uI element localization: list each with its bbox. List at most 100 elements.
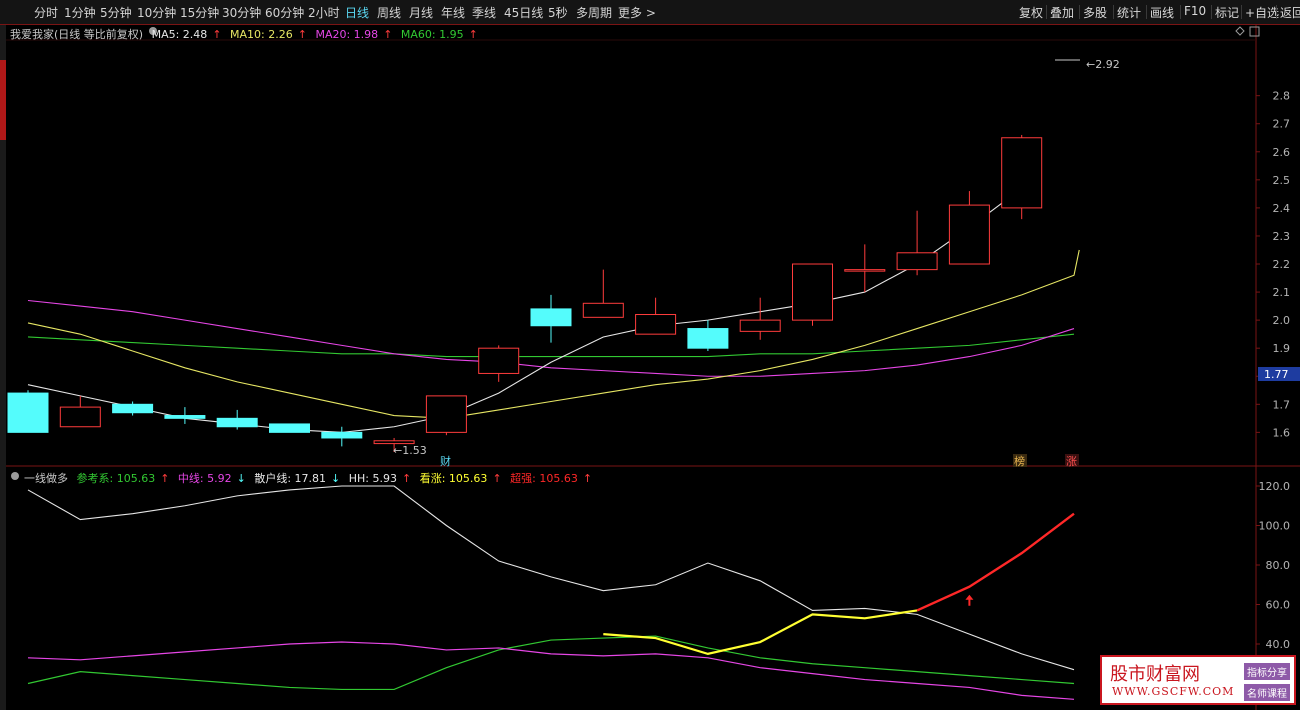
y-tick-label: 2.8 <box>1273 90 1291 103</box>
period-tab-0[interactable]: 分时 <box>34 6 59 20</box>
bull-label: 看涨: 105.63 ↑ <box>419 472 502 485</box>
candle-body <box>216 417 258 428</box>
left-side-strip[interactable] <box>0 25 6 710</box>
candle-body <box>269 423 310 433</box>
zhang-marker: 涨 <box>1066 455 1077 468</box>
ma60-label: MA60: 1.95 ↑ <box>400 28 478 41</box>
period-tab-5[interactable]: 30分钟 <box>222 6 262 20</box>
watermark-title: 股市财富网 <box>1110 664 1200 685</box>
candle-body <box>164 415 206 419</box>
candle-body <box>373 440 415 445</box>
candle-body <box>948 204 990 265</box>
ma10-line <box>27 249 1080 419</box>
period-tab-3[interactable]: 10分钟 <box>137 6 177 20</box>
sub-legend: 一线做多 参考系: 105.63 ↑ 中线: 5.92 ↓ 散户线: 17.81 ↓ … <box>24 470 597 486</box>
period-tab-16[interactable]: 更多 > <box>618 6 656 20</box>
ma5-line <box>27 187 1023 433</box>
zhang-marker-bg <box>1065 454 1079 467</box>
toolbar-separator <box>1146 5 1147 19</box>
candle-body <box>582 302 624 318</box>
sub-y-tick-label: 120.0 <box>1259 480 1291 493</box>
mid-line <box>27 641 1075 700</box>
toolbar-separator <box>1180 5 1181 19</box>
toolbar-separator <box>1046 5 1047 19</box>
sub-y-tick-label: 40.0 <box>1266 638 1291 651</box>
period-tab-15[interactable]: 多周期 <box>576 6 613 20</box>
toolbar-separator <box>1276 5 1277 19</box>
bull-line <box>603 609 918 656</box>
bang-marker: 榜 <box>1014 454 1025 468</box>
candle-body <box>478 347 520 374</box>
strong-label: 超强: 105.63 ↑ <box>510 472 593 485</box>
candle-body <box>635 314 677 335</box>
toolbar-separator <box>1079 5 1080 19</box>
y-tick-label: 1.7 <box>1273 398 1291 411</box>
settings-dot-icon[interactable] <box>149 27 157 35</box>
period-tab-4[interactable]: 15分钟 <box>180 6 220 20</box>
period-tab-12[interactable]: 季线 <box>472 6 497 20</box>
ma5-label: MA5: 2.48 ↑ <box>151 28 222 41</box>
ref-label: 参考系: 105.63 ↑ <box>76 472 170 485</box>
candle-body <box>1001 137 1043 209</box>
cai-marker: 财 <box>440 454 451 468</box>
retail-label: 散户线: 17.81 ↓ <box>254 472 341 485</box>
period-tab-10[interactable]: 月线 <box>409 6 434 20</box>
retail-line <box>27 485 1075 671</box>
period-tab-14[interactable]: 5秒 <box>548 6 568 20</box>
y-tick-label: 2.6 <box>1273 146 1291 159</box>
toolbar-button-4[interactable]: 画线 <box>1150 6 1175 20</box>
ma20-line <box>27 299 1075 377</box>
low-label: ←1.53 <box>393 444 427 457</box>
toolbar-separator <box>1113 5 1114 19</box>
last-price-label: 1.77 <box>1264 368 1289 381</box>
candle-body <box>59 406 101 428</box>
watermark-logo: 股市财富网 WWW.GSCFW.COM 指标分享 名师课程 <box>1100 655 1296 705</box>
sub-title: 一线做多 <box>24 472 68 485</box>
toolbar-button-0[interactable]: 复权 <box>1019 6 1044 20</box>
y-tick-label: 1.6 <box>1273 426 1291 439</box>
mid-label: 中线: 5.92 ↓ <box>177 472 246 485</box>
toolbar-button-1[interactable]: 叠加 <box>1050 6 1075 20</box>
period-tab-13[interactable]: 45日线 <box>504 6 544 20</box>
period-tab-6[interactable]: 60分钟 <box>265 6 305 20</box>
toolbar-button-5[interactable]: F10 <box>1184 4 1207 18</box>
candle-body <box>792 263 833 321</box>
candle-body <box>7 392 49 433</box>
y-tick-label: 2.1 <box>1273 286 1291 299</box>
high-label: ←2.92 <box>1086 58 1120 71</box>
toolbar-button-3[interactable]: 统计 <box>1117 6 1142 20</box>
y-tick-label: 2.7 <box>1273 118 1291 131</box>
y-tick-label: 2.2 <box>1273 258 1291 271</box>
hh-label: HH: 5.93 ↑ <box>348 472 412 485</box>
period-tab-9[interactable]: 周线 <box>377 6 402 20</box>
window-toggle-icon[interactable] <box>1249 26 1260 37</box>
candle-body <box>844 269 886 272</box>
ref-line <box>27 635 1075 691</box>
y-tick-label: 2.5 <box>1273 174 1291 187</box>
toolbar-button-7[interactable]: +自选 <box>1245 6 1280 20</box>
candle-body <box>112 403 154 414</box>
candle-body <box>896 252 938 271</box>
main-legend: 我爱我家(日线 等比前复权) MA5: 2.48 ↑ MA10: 2.26 ↑ MA… <box>10 26 483 42</box>
ma20-label: MA20: 1.98 ↑ <box>315 28 393 41</box>
candle-body <box>425 395 467 433</box>
period-tab-7[interactable]: 2小时 <box>308 6 340 20</box>
sub-y-tick-label: 60.0 <box>1266 599 1291 612</box>
period-tab-2[interactable]: 5分钟 <box>100 6 132 20</box>
watermark-badge-course: 名师课程 <box>1244 684 1290 701</box>
sub-settings-dot-icon[interactable] <box>11 472 19 480</box>
toolbar-button-8[interactable]: 返回 <box>1280 6 1300 20</box>
sub-y-tick-label: 80.0 <box>1266 559 1291 572</box>
strong-line <box>916 512 1075 612</box>
period-tab-1[interactable]: 1分钟 <box>64 6 96 20</box>
candle-body <box>321 431 363 439</box>
y-tick-label: 1.9 <box>1273 342 1291 355</box>
diamond-icon[interactable] <box>1235 26 1245 36</box>
toolbar-button-2[interactable]: 多股 <box>1083 6 1108 20</box>
candle-body <box>530 308 572 327</box>
period-tab-8[interactable]: 日线 <box>345 6 370 20</box>
toolbar-separator <box>1211 5 1212 19</box>
toolbar-button-6[interactable]: 标记 <box>1215 6 1240 20</box>
period-tab-11[interactable]: 年线 <box>441 6 466 20</box>
y-tick-label: 2.0 <box>1273 314 1291 327</box>
